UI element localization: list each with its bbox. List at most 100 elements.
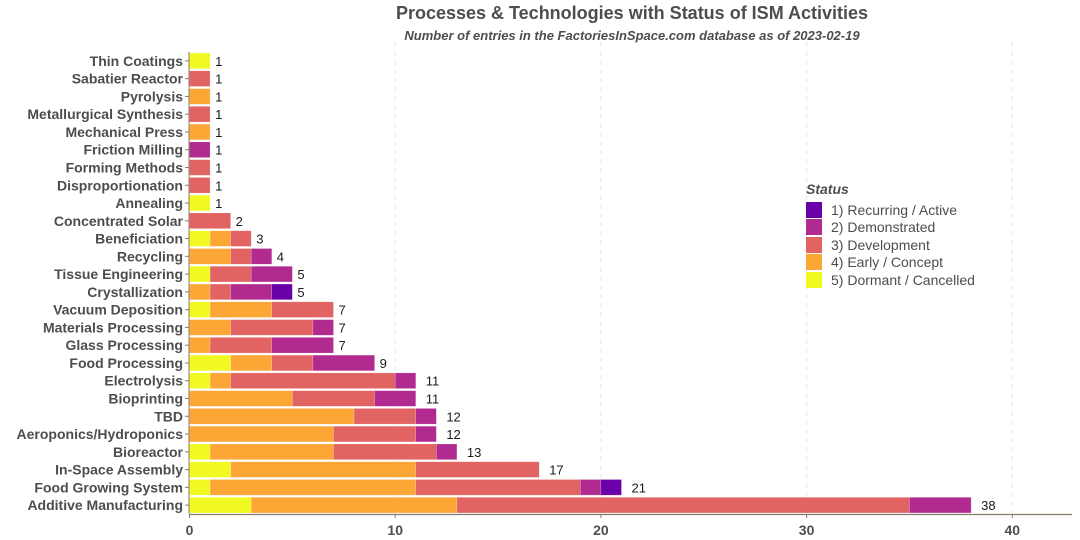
bar-segment: [189, 479, 211, 496]
legend-label: 5) Dormant / Cancelled: [831, 271, 975, 288]
bar-segment: [209, 337, 273, 354]
total-label: 11: [426, 392, 440, 407]
legend-swatch: [806, 236, 822, 253]
bar-segment: [374, 390, 417, 407]
total-label: 3: [256, 232, 263, 247]
total-label: 5: [297, 285, 304, 300]
bar-segment: [209, 443, 334, 460]
bar-segment: [209, 479, 417, 496]
bar-segment: [189, 212, 231, 229]
bar-segment: [415, 461, 540, 478]
category-label: Forming Methods: [66, 160, 184, 176]
legend: Status 1) Recurring / Active 2) Demonstra…: [806, 181, 975, 289]
bar-segment: [189, 497, 252, 514]
total-label: 1: [215, 196, 222, 211]
bar-segment: [189, 88, 211, 105]
bar-segment: [189, 141, 211, 158]
category-label: Materials Processing: [43, 319, 183, 335]
bar-segment: [189, 230, 211, 247]
bar-segment: [189, 337, 211, 354]
x-tick-label: 20: [593, 522, 609, 538]
x-tick-label: 40: [1005, 522, 1021, 538]
bar-segment: [230, 319, 314, 336]
bar-segment: [353, 408, 417, 425]
bar-segment: [436, 443, 458, 460]
bar-segment: [189, 319, 231, 336]
total-label: 1: [215, 125, 222, 140]
legend-swatch: [806, 201, 822, 218]
bar-segment: [271, 301, 334, 318]
bar-segment: [209, 301, 273, 318]
bar-segment: [209, 230, 231, 247]
bar-segment: [209, 266, 252, 283]
axes: [188, 52, 1072, 516]
chart-title: Processes & Technologies with Status of …: [395, 3, 869, 23]
bar-segment: [189, 123, 211, 141]
category-label: Beneficiation: [95, 231, 183, 247]
bar-segment: [250, 248, 273, 265]
category-label: Concentrated Solar: [54, 213, 184, 229]
bar-segment: [189, 266, 211, 283]
category-label: Vacuum Deposition: [53, 302, 183, 318]
total-label: 5: [297, 267, 304, 282]
category-label: Aeroponics/Hydroponics: [17, 426, 184, 442]
category-label: Mechanical Press: [65, 124, 183, 140]
bar-segment: [394, 372, 417, 389]
x-tick-labels: 0 10 20 30 40: [186, 514, 1021, 538]
total-label: 1: [215, 72, 222, 87]
legend-label: 4) Early / Concept: [831, 254, 944, 271]
total-label: 12: [446, 427, 460, 442]
bar-segment: [600, 479, 622, 496]
legend-item: 4) Early / Concept: [806, 254, 975, 272]
category-label: Electrolysis: [104, 373, 183, 389]
bar-segment: [189, 354, 231, 372]
category-label: Additive Manufacturing: [27, 497, 183, 513]
legend-swatch: [806, 219, 822, 236]
total-label: 1: [215, 107, 222, 122]
total-label: 2: [236, 214, 243, 229]
legend-item: 1) Recurring / Active: [806, 201, 975, 219]
legend-swatch: [806, 271, 822, 288]
total-label: 7: [338, 338, 345, 353]
category-label: Food Growing System: [34, 479, 183, 495]
bar-segment: [230, 230, 252, 247]
legend-item: 2) Demonstrated: [806, 219, 975, 237]
total-label: 1: [215, 178, 222, 193]
legend-title: Status: [806, 181, 849, 197]
bar-segment: [456, 497, 910, 514]
total-label: 13: [467, 445, 481, 460]
chart-subtitle: Number of entries in the FactoriesInSpac…: [404, 28, 860, 43]
bar-segment: [271, 337, 334, 354]
total-label: 1: [215, 54, 222, 69]
x-tick-label: 30: [799, 522, 815, 538]
bar-segment: [230, 354, 273, 372]
category-label: Food Processing: [69, 355, 183, 371]
bar-segment: [189, 70, 211, 87]
total-label: 7: [338, 303, 345, 318]
bar-segment: [271, 354, 314, 372]
bar-segment: [189, 248, 231, 265]
bar-segment: [230, 248, 252, 265]
bar-segment: [333, 425, 417, 443]
category-label: Crystallization: [87, 284, 183, 300]
bar-segment: [230, 461, 417, 478]
total-label: 38: [981, 498, 995, 513]
category-label: Metallurgical Synthesis: [27, 106, 183, 122]
bars: [189, 52, 972, 514]
total-label: 17: [549, 463, 563, 478]
total-label: 1: [215, 89, 222, 104]
bar-segment: [189, 443, 211, 460]
category-label: TBD: [154, 408, 183, 424]
bar-segment: [312, 354, 375, 372]
bar-segment: [189, 283, 211, 300]
bar-segment: [250, 497, 458, 514]
total-label: 11: [426, 374, 440, 389]
bar-segment: [312, 319, 334, 336]
bar-segment: [189, 177, 211, 194]
x-tick-label: 10: [387, 522, 403, 538]
bar-segment: [189, 372, 211, 389]
bar-segment: [189, 159, 211, 176]
bar-segment: [292, 390, 375, 407]
